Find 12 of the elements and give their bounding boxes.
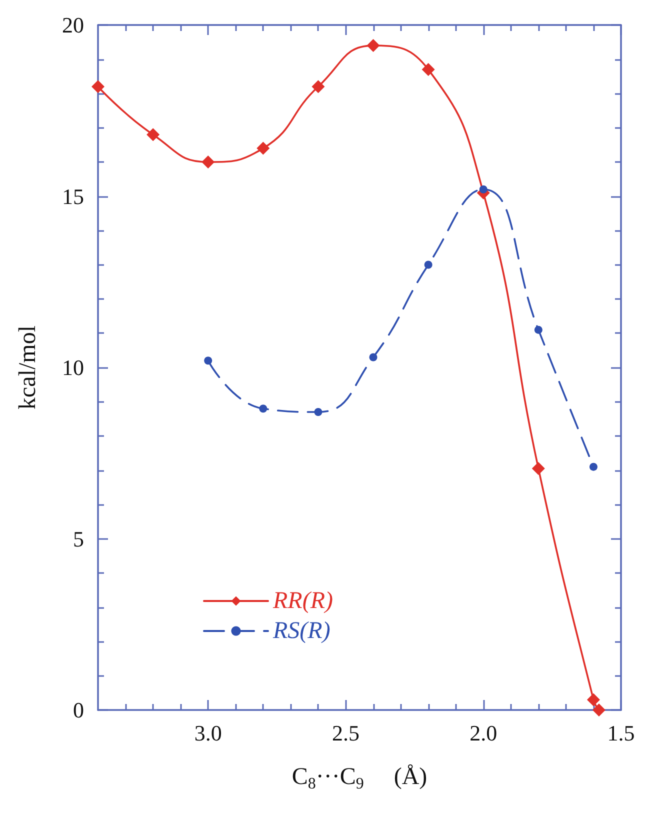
y-tick-label: 5 <box>73 526 84 552</box>
x-tick-label: 3.0 <box>194 720 222 746</box>
x-tick-label: 1.5 <box>607 720 635 746</box>
legend-label: RS(R) <box>272 618 330 644</box>
x-tick-label: 2.0 <box>470 720 498 746</box>
y-tick-label: 0 <box>73 698 84 722</box>
legend-label: RR(R) <box>272 588 333 614</box>
y-tick-label: 20 <box>62 12 84 38</box>
y-tick-label: 10 <box>62 355 84 380</box>
y-axis-title: kcal/mol <box>15 325 41 410</box>
y-tick-label: 15 <box>62 184 84 209</box>
x-tick-label: 2.5 <box>332 720 360 746</box>
